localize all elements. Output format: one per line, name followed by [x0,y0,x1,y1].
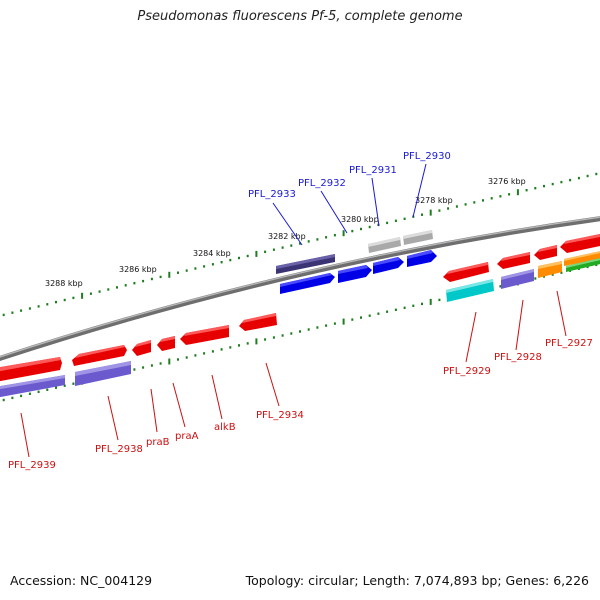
genome-summary: Topology: circular; Length: 7,074,893 bp… [245,573,589,588]
gene-label-prab[interactable]: praB [146,437,170,448]
gene-label-pfl-2934[interactable]: PFL_2934 [256,410,304,421]
lower-strand-genes [0,233,600,398]
gene-label-alkb[interactable]: alkB [214,422,236,433]
kbp-label-3288: 3288 kbp [45,279,83,288]
gene-label-pfl-2927[interactable]: PFL_2927 [545,338,593,349]
kbp-label-3282: 3282 kbp [268,232,306,241]
gene-pfl-2928-shade[interactable] [501,269,534,289]
kbp-label-3280: 3280 kbp [341,215,379,224]
gene-green[interactable] [566,257,600,272]
gene-pfl-2928[interactable] [497,252,530,269]
upper-strand-genes [276,230,437,294]
gene-alkb[interactable] [180,325,229,345]
gene-label-pfl-2929[interactable]: PFL_2929 [443,366,491,377]
gene-label-pfl-2928[interactable]: PFL_2928 [494,352,542,363]
gene-pfl-2938[interactable] [72,345,127,366]
gene-orange[interactable] [538,261,562,278]
gene-red-small[interactable] [534,245,557,260]
gene-pfl-2929-shade[interactable] [446,279,494,302]
gene-gray-2[interactable] [403,230,433,245]
gene-pfl-2929[interactable] [443,262,489,282]
gene-label-praa[interactable]: praA [175,431,199,442]
gene-orange-long[interactable] [564,250,600,266]
gene-label-pfl-2938[interactable]: PFL_2938 [95,444,143,455]
gene-gray-1[interactable] [368,237,401,253]
accession-label: Accession: NC_004129 [10,573,153,588]
kbp-label-3284: 3284 kbp [193,249,231,258]
gene-pfl-2933[interactable] [280,273,335,294]
gene-label-pfl-2932[interactable]: PFL_2932 [298,178,346,189]
gene-pfl-2931[interactable] [373,257,404,274]
kbp-label-3276: 3276 kbp [488,177,526,186]
kbp-label-3286: 3286 kbp [119,265,157,274]
gene-pfl-2938-shade[interactable] [75,361,131,386]
gene-labels-top: PFL_2933 PFL_2932 PFL_2931 PFL_2930 [248,151,451,200]
genome-backbone [0,216,600,362]
gene-pfl-2933-shade[interactable] [276,254,335,274]
gene-label-pfl-2930[interactable]: PFL_2930 [403,151,451,162]
gene-prab[interactable] [132,340,151,356]
gene-pfl-2927[interactable] [560,233,600,253]
gene-pfl-2939[interactable] [0,357,62,382]
leader-lines-bottom [20,290,567,458]
kbp-label-group: 3288 kbp 3286 kbp 3284 kbp 3282 kbp 3280… [45,177,526,288]
gene-praa[interactable] [157,336,175,351]
gene-pfl-2934[interactable] [239,313,277,331]
gene-labels-bottom: PFL_2939 PFL_2938 praB praA alkB PFL_293… [8,338,593,471]
gene-pfl-2939-shade[interactable] [0,375,65,398]
gene-label-pfl-2931[interactable]: PFL_2931 [349,165,397,176]
leader-lines-top [272,163,427,246]
tick-row-upper [2,172,598,317]
gene-label-pfl-2933[interactable]: PFL_2933 [248,189,296,200]
gene-pfl-2932[interactable] [338,265,372,283]
gene-label-pfl-2939[interactable]: PFL_2939 [8,460,56,471]
gene-pfl-2930[interactable] [407,250,437,267]
kbp-label-3278: 3278 kbp [415,196,453,205]
genome-title: Pseudomonas fluorescens Pf-5, complete g… [137,9,463,24]
